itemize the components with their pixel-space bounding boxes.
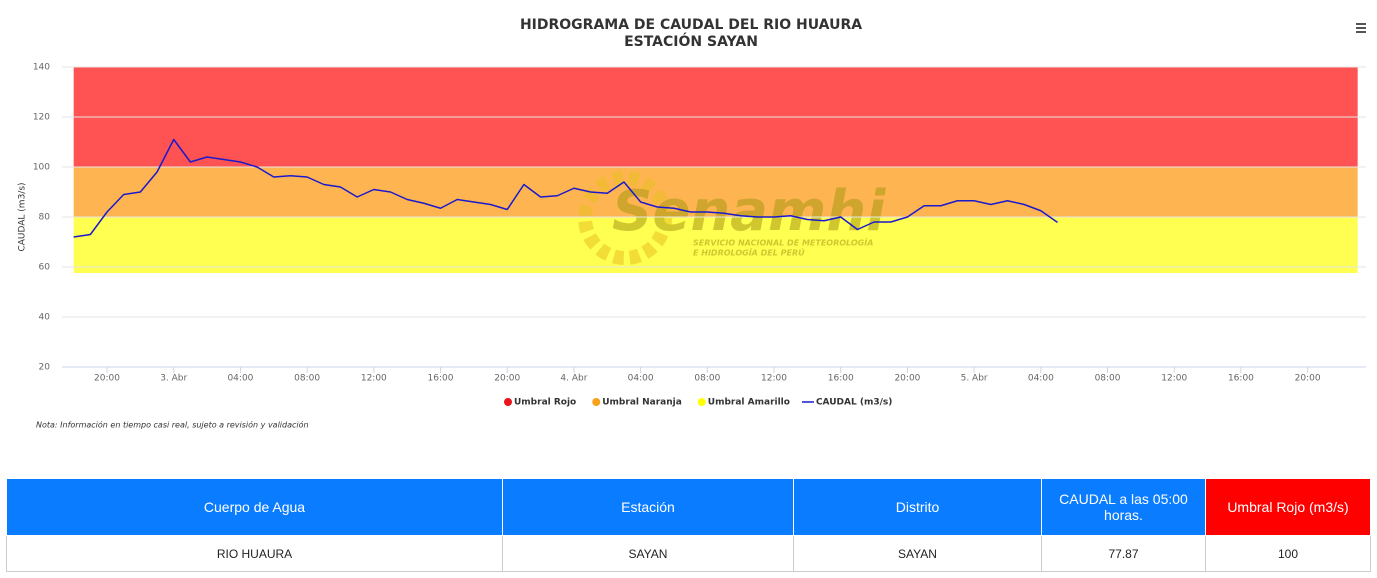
y-tick-label: 80 — [39, 213, 51, 223]
y-tick-label: 60 — [39, 263, 51, 273]
x-tick-label: 08:00 — [1095, 374, 1121, 384]
x-tick-label: 16:00 — [428, 374, 454, 384]
y-axis-label: CAUDAL (m3/s) — [18, 182, 28, 251]
watermark-text: E HIDROLOGÍA DEL PERÚ — [693, 247, 805, 258]
threshold-band — [73, 217, 1358, 273]
x-tick-label: 12:00 — [361, 374, 387, 384]
watermark-sun — [578, 171, 672, 265]
x-tick-label: 04:00 — [1028, 374, 1054, 384]
legend-label: Umbral Rojo — [514, 398, 576, 408]
cell: RIO HUAURA — [6, 535, 503, 572]
header-row: Cuerpo de Agua Estación Distrito CAUDAL … — [6, 478, 1371, 536]
legend-label: CAUDAL (m3/s) — [816, 398, 892, 408]
x-tick-label: 08:00 — [694, 374, 720, 384]
note: Nota: Información en tiempo casi real, s… — [36, 420, 309, 430]
x-tick-label: 08:00 — [294, 374, 320, 384]
header-cell: Estación — [502, 478, 794, 536]
chart-title: HIDROGRAMA DE CAUDAL DEL RIO HUAURA — [520, 17, 862, 33]
header-cell: Umbral Rojo (m3/s) — [1205, 478, 1371, 536]
x-tick-label: 20:00 — [894, 374, 920, 384]
data-table: Cuerpo de Agua Estación Distrito CAUDAL … — [6, 478, 1371, 572]
menu-icon[interactable] — [1356, 23, 1366, 33]
x-tick-label: 04:00 — [628, 374, 654, 384]
y-tick-label: 140 — [33, 63, 50, 73]
x-tick-label: 16:00 — [1228, 374, 1254, 384]
y-tick-label: 40 — [39, 313, 51, 323]
x-tick-label: 04:00 — [227, 374, 253, 384]
watermark-text: SERVICIO NACIONAL DE METEOROLOGÍA — [693, 237, 873, 248]
legend-label: Umbral Amarillo — [708, 398, 790, 408]
header-cell: Distrito — [793, 478, 1042, 536]
x-tick-label: 12:00 — [1161, 374, 1187, 384]
cell: 100 — [1205, 535, 1371, 572]
chart-subtitle: ESTACIÓN SAYAN — [624, 32, 758, 50]
y-tick-label: 20 — [39, 363, 51, 373]
watermark-title: Senamhi — [612, 179, 886, 244]
x-tick-label: 12:00 — [761, 374, 787, 384]
cell: SAYAN — [793, 535, 1042, 572]
x-tick-label: 16:00 — [828, 374, 854, 384]
header-cell: CAUDAL a las 05:00 horas. — [1041, 478, 1206, 536]
legend-marker — [504, 398, 512, 406]
cell: 77.87 — [1041, 535, 1206, 572]
header-cell: Cuerpo de Agua — [6, 478, 503, 536]
menu-bar[interactable] — [1356, 27, 1366, 29]
chart: HIDROGRAMA DE CAUDAL DEL RIO HUAURA ESTA… — [18, 17, 1366, 430]
x-tick-label: 20:00 — [1295, 374, 1321, 384]
menu-bar[interactable] — [1356, 23, 1366, 25]
x-tick-label: 20:00 — [494, 374, 520, 384]
x-tick-label: 5. Abr — [961, 374, 988, 384]
x-tick-label: 3. Abr — [160, 374, 187, 384]
legend-marker — [697, 398, 706, 406]
menu-bar[interactable] — [1356, 31, 1366, 33]
y-tick-label: 120 — [33, 113, 50, 123]
data-line — [73, 138, 1058, 238]
cell: SAYAN — [502, 535, 794, 572]
legend-marker — [592, 398, 601, 406]
data-row: RIO HUAURA SAYAN SAYAN 77.87 100 — [6, 535, 1371, 572]
x-tick-label: 20:00 — [94, 374, 120, 384]
y-tick-label: 100 — [33, 163, 50, 173]
x-tick-label: 4. Abr — [560, 374, 587, 384]
legend-label: Umbral Naranja — [602, 398, 682, 408]
